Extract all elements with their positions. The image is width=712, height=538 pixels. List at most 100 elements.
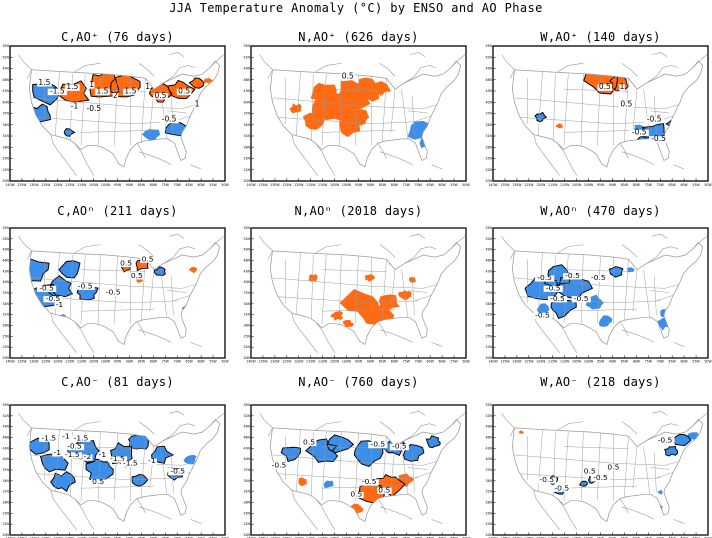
coastline bbox=[259, 54, 273, 79]
y-tick-label: 20N bbox=[2, 356, 9, 360]
contour-label: 0.5 bbox=[120, 259, 132, 268]
y-tick-label: 40N bbox=[2, 100, 9, 104]
contour-line bbox=[534, 111, 548, 123]
coastline bbox=[169, 233, 185, 239]
x-tick-label: 140W bbox=[488, 360, 498, 364]
x-tick-label: 130W bbox=[29, 360, 39, 364]
x-tick-label: 140W bbox=[488, 537, 498, 538]
contour-line bbox=[149, 83, 173, 103]
map-frame bbox=[492, 45, 709, 182]
y-tick-label: 20N bbox=[243, 179, 250, 183]
x-tick-label: 90W bbox=[126, 360, 134, 364]
x-tick-label: 60W bbox=[197, 360, 205, 364]
contour-label: 1 bbox=[89, 80, 94, 89]
x-tick-label: 105W bbox=[89, 537, 99, 538]
coastline bbox=[74, 143, 95, 176]
x-tick-label: 95W bbox=[597, 360, 605, 364]
x-tick-label: 75W bbox=[162, 183, 170, 187]
contour-label: -1.5 bbox=[123, 458, 138, 467]
y-tick-label: 28N bbox=[485, 324, 492, 328]
x-tick-label: 100W bbox=[584, 183, 594, 187]
x-tick-label: 140W bbox=[488, 183, 498, 187]
contour-label: 0.5 bbox=[303, 438, 315, 447]
contour-line bbox=[164, 121, 190, 137]
anomaly-map: 0.5-0.5-0.5-0.5-0.50.50.5140W135W130W125… bbox=[243, 403, 470, 538]
contour-label: 1 bbox=[145, 82, 150, 91]
cool-anomaly-region bbox=[323, 480, 334, 488]
x-tick-label: 130W bbox=[270, 360, 280, 364]
y-tick-label: 40N bbox=[2, 457, 9, 461]
x-tick-label: 60W bbox=[197, 537, 205, 538]
y-tick-label: 25N bbox=[2, 334, 9, 338]
x-tick-label: 65W bbox=[669, 183, 677, 187]
x-tick-label: 90W bbox=[367, 360, 375, 364]
anomaly-fill-layer bbox=[525, 264, 670, 331]
contour-label: -1 bbox=[56, 300, 64, 309]
x-tick-label: 105W bbox=[572, 360, 582, 364]
map-frame bbox=[250, 404, 467, 536]
contour-label: -0.5 bbox=[67, 442, 82, 451]
contour-line bbox=[151, 445, 175, 464]
x-tick-label: 50W bbox=[221, 537, 229, 538]
contour-label: 0.5 bbox=[342, 71, 354, 80]
x-tick-label: 50W bbox=[704, 537, 712, 538]
coastline bbox=[74, 421, 155, 435]
contour-label: 2 bbox=[113, 91, 118, 100]
cool-anomaly-region bbox=[609, 266, 623, 278]
y-tick-label: 55N bbox=[485, 226, 492, 230]
coastline bbox=[410, 410, 426, 416]
x-tick-label: 65W bbox=[427, 183, 435, 187]
x-tick-label: 110W bbox=[318, 537, 328, 538]
contour-label: -0.5 bbox=[546, 284, 561, 293]
panel-title: W,AOⁿ (470 days) bbox=[540, 204, 661, 218]
coastline bbox=[190, 164, 202, 170]
y-tick-label: 34N bbox=[485, 479, 492, 483]
coastline bbox=[410, 52, 426, 58]
contour-label: -0.5 bbox=[658, 436, 673, 445]
y-tick-label: 22N bbox=[485, 168, 492, 172]
y-tick-label: 34N bbox=[243, 479, 250, 483]
coastline bbox=[259, 236, 273, 260]
x-tick-label: 115W bbox=[306, 360, 316, 364]
cool-anomaly-region bbox=[142, 129, 161, 141]
contour-line bbox=[326, 434, 355, 454]
contour-label: 1 bbox=[620, 82, 625, 91]
x-tick-label: 105W bbox=[330, 537, 340, 538]
x-tick-label: 120W bbox=[53, 537, 63, 538]
x-tick-label: 105W bbox=[330, 360, 340, 364]
y-tick-label: 28N bbox=[2, 501, 9, 505]
contour-label: -0.5 bbox=[537, 273, 552, 282]
x-tick-label: 110W bbox=[318, 183, 328, 187]
warm-anomaly-region bbox=[298, 477, 308, 487]
y-tick-label: 20N bbox=[2, 179, 9, 183]
y-tick-label: 31N bbox=[485, 490, 492, 494]
x-tick-label: 110W bbox=[560, 183, 570, 187]
contour-label: 0.5 bbox=[155, 91, 167, 100]
coastline bbox=[136, 498, 146, 514]
cool-anomaly-region bbox=[40, 453, 69, 472]
x-tick-label: 120W bbox=[536, 360, 546, 364]
coastline bbox=[619, 498, 629, 514]
y-tick-label: 52N bbox=[243, 414, 250, 418]
warm-anomaly-region bbox=[378, 294, 400, 311]
contour-label: -2 bbox=[84, 452, 91, 461]
coastline bbox=[190, 519, 202, 524]
contour-line bbox=[608, 266, 624, 278]
y-tick-label: 37N bbox=[2, 112, 9, 116]
x-tick-label: 90W bbox=[367, 183, 375, 187]
x-tick-label: 110W bbox=[77, 360, 87, 364]
map-frame bbox=[492, 404, 709, 536]
contour-label: -0.5 bbox=[87, 104, 102, 113]
x-tick-label: 140W bbox=[246, 360, 256, 364]
contour-label: -0.5 bbox=[574, 294, 589, 303]
coastline bbox=[431, 164, 443, 170]
y-tick-label: 43N bbox=[2, 89, 9, 93]
y-tick-label: 25N bbox=[243, 157, 250, 161]
state-boundaries bbox=[514, 71, 681, 146]
x-tick-label: 140W bbox=[5, 360, 15, 364]
x-tick-label: 80W bbox=[391, 360, 399, 364]
x-tick-label: 110W bbox=[560, 537, 570, 538]
anomaly-map: 1.5 1.5 11.5 2 1.5 10.5-1.5-1 -0.5-0.50.51140W… bbox=[2, 44, 229, 187]
x-tick-label: 55W bbox=[450, 360, 458, 364]
